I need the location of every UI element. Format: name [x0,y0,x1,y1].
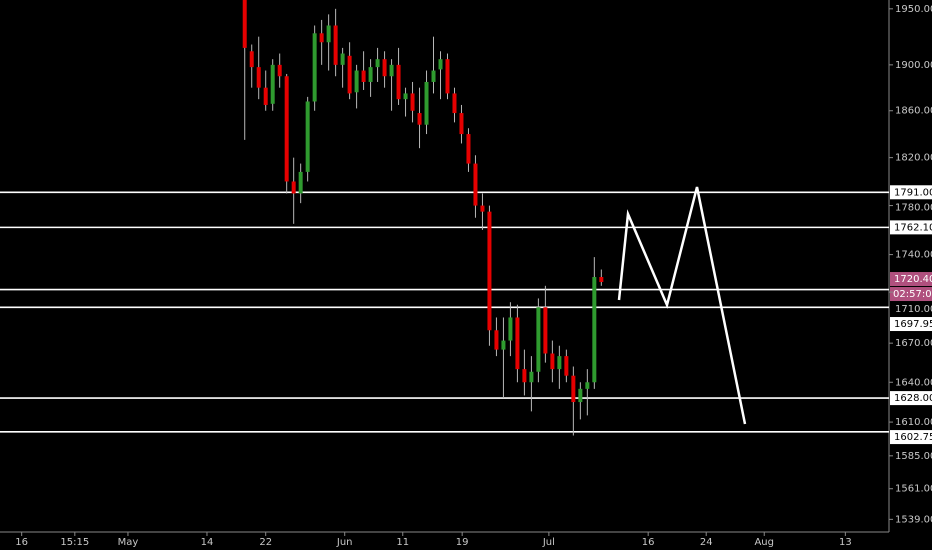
x-tick-label: 11 [396,537,409,548]
candle-body [501,340,506,350]
level-label: 1628.00 [894,393,932,404]
candle-body [438,59,443,70]
y-tick-label: 1860.00 [895,106,932,117]
x-tick-label: 14 [201,537,214,548]
candle-body [361,70,366,82]
candle-body [291,181,296,194]
candle-body [382,59,387,77]
candle-body [550,353,555,370]
x-tick-label: 15:15 [60,537,89,548]
last-price-label: 1720.40 [894,274,932,285]
candle-body [564,356,569,376]
candle-body [480,205,485,212]
candle-body [340,53,345,65]
candle-body [417,113,422,125]
x-tick-label: Jul [542,537,555,548]
x-tick-label: 19 [456,537,469,548]
candle-body [403,93,408,100]
candle-body [424,81,429,125]
x-tick-label: Aug [754,537,774,548]
candle-body [557,356,562,370]
x-tick-label: Jun [336,537,353,548]
level-label-box [890,185,932,200]
candle-body [256,67,261,88]
candle-body [298,171,303,194]
y-tick-label: 1780.00 [895,202,932,213]
projection-drawing [617,186,747,425]
level-label-box [890,220,932,235]
candle-body [599,277,604,283]
candle-body [466,134,471,164]
countdown-box [890,287,932,302]
candles [242,0,604,436]
candle-body [459,113,464,135]
candle-body [249,51,254,68]
candle-body [578,388,583,403]
candle-body [347,55,352,94]
candle-body [312,33,317,102]
candle-body [263,87,268,105]
y-tick-label: 1539.00 [895,514,932,525]
level-label: 1697.95 [894,319,932,330]
candle-body [508,317,513,341]
y-tick-label: 1710.00 [895,304,932,315]
candle-body [333,25,338,65]
candle-body [354,70,359,93]
candle-body [319,33,324,43]
candle-body [571,375,576,403]
y-tick-label: 1670.00 [895,338,932,349]
candle-body [410,93,415,111]
candle-body [389,64,394,77]
candle-body [585,382,590,389]
y-tick-label: 1585.00 [895,451,932,462]
candle-body [445,59,450,94]
y-tick-label: 1740.00 [895,250,932,261]
x-tick-label: 24 [700,537,713,548]
candle-body [431,70,436,82]
x-tick-label: 16 [642,537,655,548]
candle-body [284,76,289,182]
y-tick-label: 1561.00 [895,484,932,495]
y-tick-label: 1610.00 [895,417,932,428]
candle-body [452,93,457,114]
y-tick-label: 1820.00 [895,153,932,164]
countdown-label: 02:57:06 [893,289,932,300]
candle-body [473,163,478,206]
x-tick-label: 13 [839,537,852,548]
level-label-box [890,391,932,406]
candle-body [543,307,548,354]
candle-body [270,64,275,104]
candle-body [375,59,380,68]
candle-body [242,0,247,48]
level-label-box [890,430,932,445]
candle-body [305,101,310,172]
x-tick-label: 16 [15,537,28,548]
candle-body [396,64,401,100]
y-tick-label: 1900.00 [895,60,932,71]
y-tick-label: 1950.00 [895,4,932,15]
candle-body [487,211,492,331]
level-label-box [890,317,932,332]
x-tick-label: May [118,537,139,548]
last-price-box [890,272,932,287]
level-label: 1602.75 [894,432,932,443]
candle-body [326,25,331,43]
candle-body [536,307,541,372]
candle-body [522,369,527,383]
x-tick-label: 22 [259,537,272,548]
candle-body [529,371,534,383]
candle-body [368,67,373,82]
candle-body [494,330,499,350]
level-label: 1762.10 [894,222,932,233]
candle-body [592,277,597,383]
level-label: 1791.00 [894,187,932,198]
y-tick-label: 1640.00 [895,377,932,388]
candle-body [277,64,282,77]
candle-body [515,317,520,370]
